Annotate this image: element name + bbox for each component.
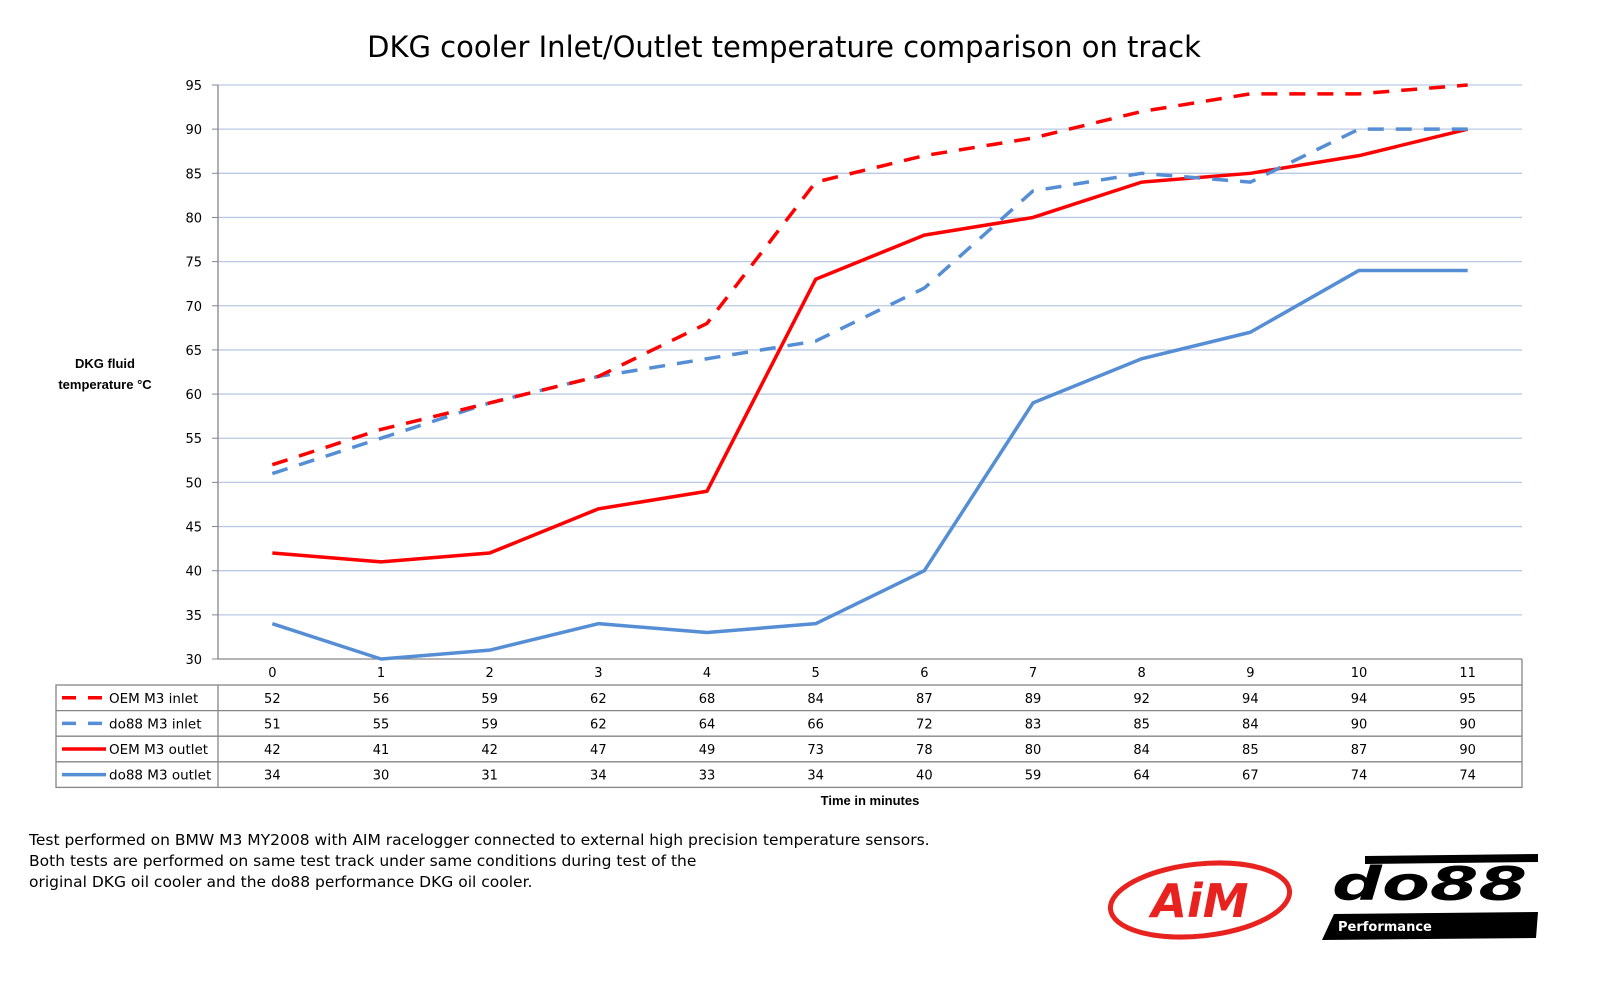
y-tick-label: 85: [185, 167, 202, 182]
table-cell: 41: [373, 743, 390, 758]
y-tick-label: 60: [185, 388, 202, 403]
table-cell: 31: [481, 769, 498, 784]
table-cell: 42: [481, 743, 498, 758]
table-cell: 42: [264, 743, 281, 758]
x-tick-label: 0: [268, 666, 276, 681]
legend-label: OEM M3 inlet: [109, 691, 198, 707]
series-line-do88-m3-outlet: [271, 268, 1468, 661]
y-tick-label: 65: [185, 344, 202, 359]
y-tick-label: 75: [185, 256, 202, 271]
table-cell: 49: [699, 743, 716, 758]
table-cell: 92: [1133, 692, 1150, 707]
y-tick-label: 45: [185, 521, 202, 536]
table-cell: 64: [1133, 769, 1150, 784]
do88-logo-subtext: Performance: [1338, 920, 1432, 935]
table-cell: 59: [481, 692, 498, 707]
y-tick-labels: 30 35 40 45 50 55 60 65 70 75 80 85 90 95: [185, 79, 202, 668]
table-cell: 87: [916, 692, 933, 707]
x-tick-label: 2: [486, 666, 494, 681]
table-cell: 78: [916, 743, 933, 758]
table-cell: 84: [1133, 743, 1150, 758]
table-cell: 85: [1242, 743, 1259, 758]
table-cell: 51: [264, 717, 281, 732]
table-cell: 59: [1025, 769, 1042, 784]
table-cell: 74: [1351, 769, 1368, 784]
table-cell: 72: [916, 717, 933, 732]
legend-label: OEM M3 outlet: [109, 742, 208, 758]
table-cell: 84: [807, 692, 824, 707]
table-cell: 83: [1025, 717, 1042, 732]
x-tick-label: 8: [1138, 666, 1146, 681]
table-cell: 80: [1025, 743, 1042, 758]
table-cell: 85: [1133, 717, 1150, 732]
y-tick-label: 95: [185, 79, 202, 94]
y-tick-label: 55: [185, 432, 202, 447]
x-axis-label: Time in minutes: [820, 793, 920, 808]
table-cell: 40: [916, 769, 933, 784]
note-line: Test performed on BMW M3 MY2008 with AIM…: [29, 831, 930, 849]
table-cell: 73: [807, 743, 824, 758]
do88-logo: do88 Performance: [1322, 854, 1538, 940]
table-cell: 52: [264, 692, 281, 707]
note-line: original DKG oil cooler and the do88 per…: [29, 873, 533, 891]
y-tick-label: 30: [185, 653, 202, 668]
table-cell: 47: [590, 743, 607, 758]
table-cell: 62: [590, 717, 607, 732]
y-tick-label: 50: [185, 476, 202, 491]
table-cell: 90: [1351, 717, 1368, 732]
table-cell: 90: [1459, 743, 1476, 758]
table-cell: 59: [481, 717, 498, 732]
table-cell: 94: [1351, 692, 1368, 707]
table-cell: 34: [264, 769, 281, 784]
table-cell: 34: [590, 769, 607, 784]
table-cell: 74: [1459, 769, 1476, 784]
legend-label: do88 M3 inlet: [109, 716, 201, 732]
series-line-oem-m3-inlet: [271, 83, 1468, 467]
table-cell: 56: [373, 692, 390, 707]
do88-logo-text: do88: [1332, 857, 1527, 911]
x-tick-label: 5: [812, 666, 820, 681]
x-tick-label: 7: [1029, 666, 1037, 681]
table-cell: 67: [1242, 769, 1259, 784]
series-lines: [271, 83, 1469, 661]
table-cell: 34: [807, 769, 824, 784]
table-cell: 33: [699, 769, 716, 784]
table-cell: 90: [1459, 717, 1476, 732]
table-cell: 84: [1242, 717, 1259, 732]
table-cell: 64: [699, 717, 716, 732]
x-tick-label: 3: [594, 666, 602, 681]
table-cell: 68: [699, 692, 716, 707]
legend-label: do88 M3 outlet: [109, 768, 211, 784]
x-tick-label: 9: [1246, 666, 1254, 681]
table-cell: 55: [373, 717, 390, 732]
table-cell: 87: [1351, 743, 1368, 758]
x-tick-label: 10: [1351, 666, 1368, 681]
series-line-do88-m3-inlet: [271, 127, 1468, 476]
aim-logo: AiM: [1107, 860, 1293, 940]
test-note: Test performed on BMW M3 MY2008 with AIM…: [29, 830, 930, 893]
gridlines: [212, 84, 1522, 660]
note-line: Both tests are performed on same test tr…: [29, 852, 697, 870]
y-tick-label: 70: [185, 300, 202, 315]
aim-logo-text: AiM: [1148, 874, 1248, 928]
y-axis-label: DKG fluid temperature °C: [58, 356, 152, 392]
y-tick-label: 80: [185, 211, 202, 226]
table-cell: 95: [1459, 692, 1476, 707]
table-cell: 30: [373, 769, 390, 784]
y-tick-label: 90: [185, 123, 202, 138]
x-tick-label: 1: [377, 666, 385, 681]
x-tick-label: 6: [920, 666, 928, 681]
table-cell: 94: [1242, 692, 1259, 707]
x-tick-label: 11: [1459, 666, 1476, 681]
y-tick-label: 40: [185, 565, 202, 580]
y-tick-label: 35: [185, 609, 202, 624]
table-cell: 62: [590, 692, 607, 707]
table-cell: 66: [807, 717, 824, 732]
x-tick-label: 4: [703, 666, 711, 681]
table-cell: 89: [1025, 692, 1042, 707]
series-line-oem-m3-outlet: [272, 127, 1469, 564]
chart-title: DKG cooler Inlet/Outlet temperature comp…: [367, 30, 1201, 64]
